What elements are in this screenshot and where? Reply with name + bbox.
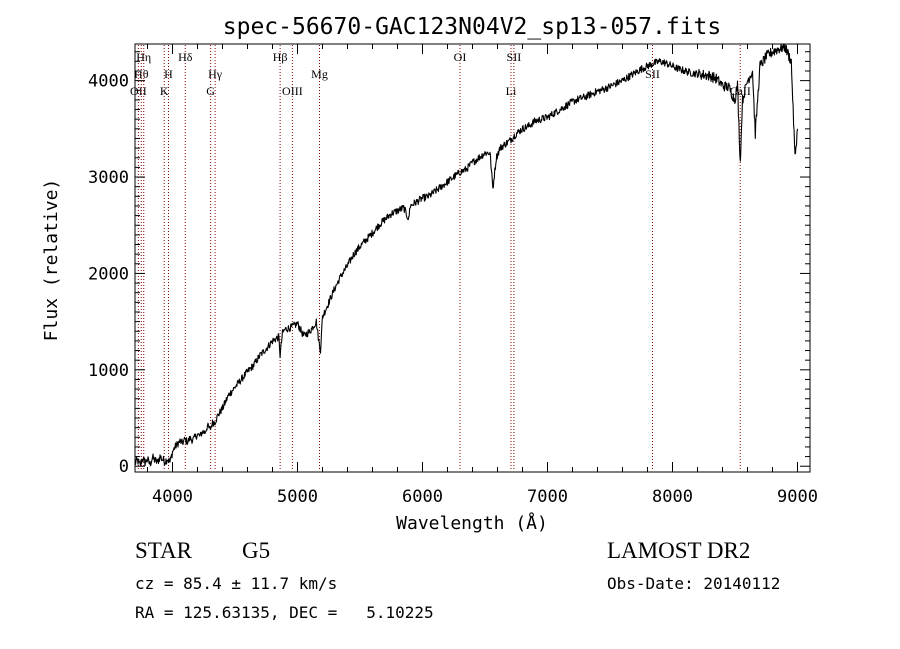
- line-marker-label-5: Hδ: [178, 50, 193, 64]
- y-tick-label-0: 0: [119, 457, 129, 477]
- x-tick-label-6000: 6000: [402, 487, 443, 507]
- chart-title: spec-56670-GAC123N04V2_sp13-057.fits: [223, 14, 722, 40]
- line-marker-label-1: Hθ: [134, 67, 149, 81]
- line-marker-label-10: Mg: [311, 67, 328, 81]
- y-tick-label-3000: 3000: [88, 168, 129, 188]
- line-marker-label-0: OII: [130, 84, 147, 98]
- spectrum-series: [134, 43, 799, 467]
- y-axis-label: Flux (relative): [41, 179, 62, 342]
- tick-labels: 4000 5000 6000 7000 8000 9000 0 1000 2000 3000 400…: [88, 72, 818, 507]
- line-marker-label-9: OIII: [282, 84, 303, 98]
- line-marker-label-12: Li: [506, 84, 517, 98]
- plot-frame: [134, 43, 811, 473]
- line-marker-label-11: OI: [454, 50, 467, 64]
- line-marker-label-3: K: [160, 84, 169, 98]
- y-tick-label-4000: 4000: [88, 72, 129, 92]
- object-class: STAR: [135, 538, 192, 563]
- x-tick-label-4000: 4000: [152, 487, 193, 507]
- line-marker-label-15: CaII: [730, 84, 751, 98]
- line-marker-label-8: Hβ: [273, 50, 288, 64]
- observation-date: Obs-Date: 20140112: [607, 574, 781, 593]
- y-tick-label-1000: 1000: [88, 361, 129, 381]
- line-marker-label-2: Hη: [136, 50, 151, 64]
- axis-ticks: [135, 44, 810, 472]
- survey-name: LAMOST DR2: [607, 538, 751, 563]
- x-axis-label: Wavelength (Å): [396, 512, 548, 534]
- spectral-line-markers: OII Hθ Hη KH Hδ G Hγ Hβ OIII Mg OI Li SII SII CaII: [130, 45, 751, 471]
- coordinates: RA = 125.63135, DEC = 5.10225: [135, 603, 434, 622]
- line-marker-label-7: Hγ: [208, 67, 223, 81]
- x-tick-label-8000: 8000: [652, 487, 693, 507]
- x-tick-label-7000: 7000: [527, 487, 568, 507]
- line-marker-label-14: SII: [645, 67, 660, 81]
- line-marker-label-4: H: [164, 67, 173, 81]
- line-marker-label-13: SII: [507, 50, 522, 64]
- y-tick-label-2000: 2000: [88, 264, 129, 284]
- x-tick-label-9000: 9000: [777, 487, 818, 507]
- x-tick-label-5000: 5000: [277, 487, 318, 507]
- subclass: G5: [242, 538, 271, 563]
- line-marker-label-6: G: [206, 84, 215, 98]
- spectrum-line-0: [134, 43, 799, 467]
- redshift-velocity: cz = 85.4 ± 11.7 km/s: [135, 574, 338, 593]
